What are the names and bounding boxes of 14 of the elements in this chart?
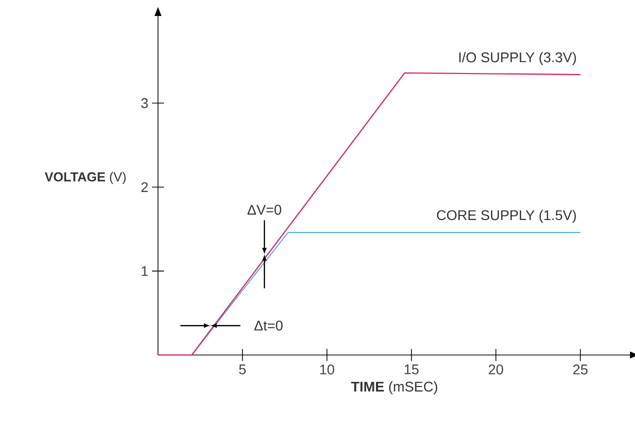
x-axis-title: TIME (mSEC): [351, 381, 438, 394]
series-label: I/O SUPPLY (3.3V): [459, 52, 576, 66]
x-tick-label: 5: [239, 364, 246, 374]
x-tick-label: 10: [320, 364, 334, 374]
y-tick-label: 2: [141, 182, 148, 192]
x-tick-label: 15: [404, 364, 419, 374]
y-tick-label: 1: [142, 266, 148, 276]
x-tick-label: 20: [488, 364, 504, 374]
annotation: Δt=0: [254, 320, 283, 331]
y-tick-label: 3: [141, 98, 148, 108]
series-label: CORE SUPPLY (1.5V): [436, 210, 576, 223]
y-axis-title: VOLTAGE (V): [44, 172, 126, 184]
annotation: ΔV=0: [248, 204, 282, 215]
x-tick-label: 25: [573, 364, 588, 374]
